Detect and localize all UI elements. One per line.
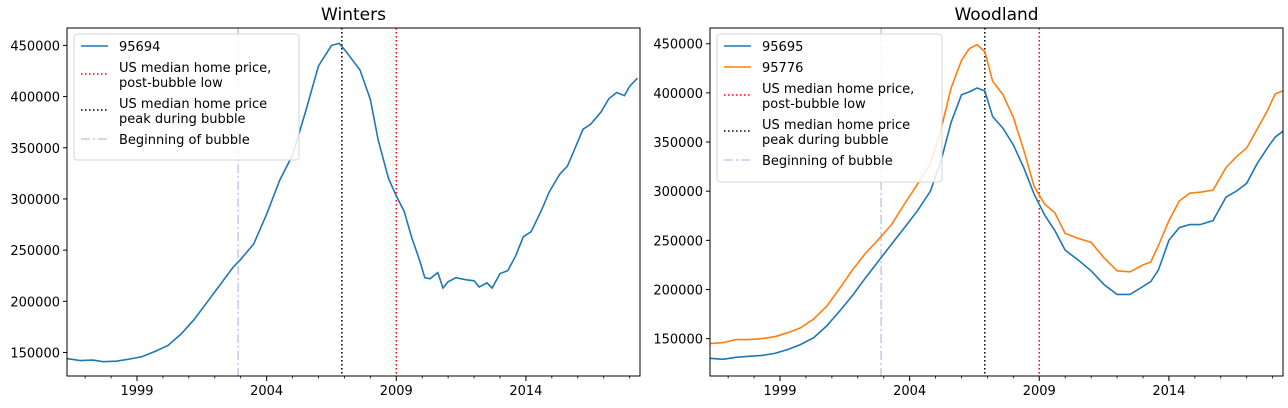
x-tick-label: 2014 [509, 384, 542, 399]
x-tick-label: 2009 [1023, 384, 1056, 399]
chart-title: Woodland [954, 5, 1038, 25]
legend-label: 95694 [119, 40, 160, 55]
x-tick-label: 2004 [893, 384, 926, 399]
axes-frame [66, 27, 641, 377]
legend-label: US median home price [119, 97, 267, 112]
y-tick-label: 400000 [10, 91, 60, 106]
legend-label: US median home price [762, 118, 910, 133]
panel-2: Woodland 150000 200000 250000 300000 350000 40… [653, 5, 1284, 399]
x-tick-label: 2009 [380, 384, 413, 399]
legend: 95694 US median home price,post-bubble lo… [73, 33, 300, 161]
x-tick-label: 1999 [120, 384, 153, 399]
y-tick-label: 150000 [653, 333, 703, 348]
legend-label: 95776 [762, 61, 803, 76]
y-tick-label: 200000 [653, 283, 703, 298]
y-tick-label: 350000 [10, 142, 60, 157]
y-tick-label: 450000 [653, 38, 703, 53]
legend-label: post-bubble low [119, 76, 223, 91]
chart-title: Winters [321, 5, 386, 25]
legend-label: Beginning of bubble [119, 133, 250, 148]
legend-label: peak during bubble [762, 133, 889, 148]
series-line-95694 [67, 42, 638, 363]
y-tick-label: 300000 [653, 185, 703, 200]
y-tick-label: 350000 [653, 136, 703, 151]
series-line-95776 [710, 43, 1283, 345]
y-tick-label: 150000 [10, 346, 60, 361]
x-tick-label: 2004 [250, 384, 283, 399]
legend: 95695 95776 US median home price,post-bubb… [716, 33, 943, 183]
legend-box [716, 33, 943, 183]
y-tick-label: 250000 [653, 234, 703, 249]
y-tick-label: 400000 [653, 87, 703, 102]
legend-label: Beginning of bubble [762, 154, 893, 169]
legend-label: US median home price, [762, 82, 914, 97]
legend-label: post-bubble low [762, 97, 866, 112]
legend-box [73, 33, 300, 161]
series-line-95695 [710, 87, 1283, 361]
axes-frame [709, 27, 1284, 377]
y-tick-label: 200000 [10, 295, 60, 310]
panel-1: Winters 150000 200000 250000 300000 350000 400… [10, 5, 641, 399]
legend-label: 95695 [762, 40, 803, 55]
y-tick-label: 450000 [10, 39, 60, 54]
x-tick-label: 1999 [763, 384, 796, 399]
y-tick-label: 300000 [10, 193, 60, 208]
y-tick-label: 250000 [10, 244, 60, 259]
x-tick-label: 2014 [1152, 384, 1185, 399]
legend-label: peak during bubble [119, 112, 246, 127]
legend-label: US median home price, [119, 61, 271, 76]
